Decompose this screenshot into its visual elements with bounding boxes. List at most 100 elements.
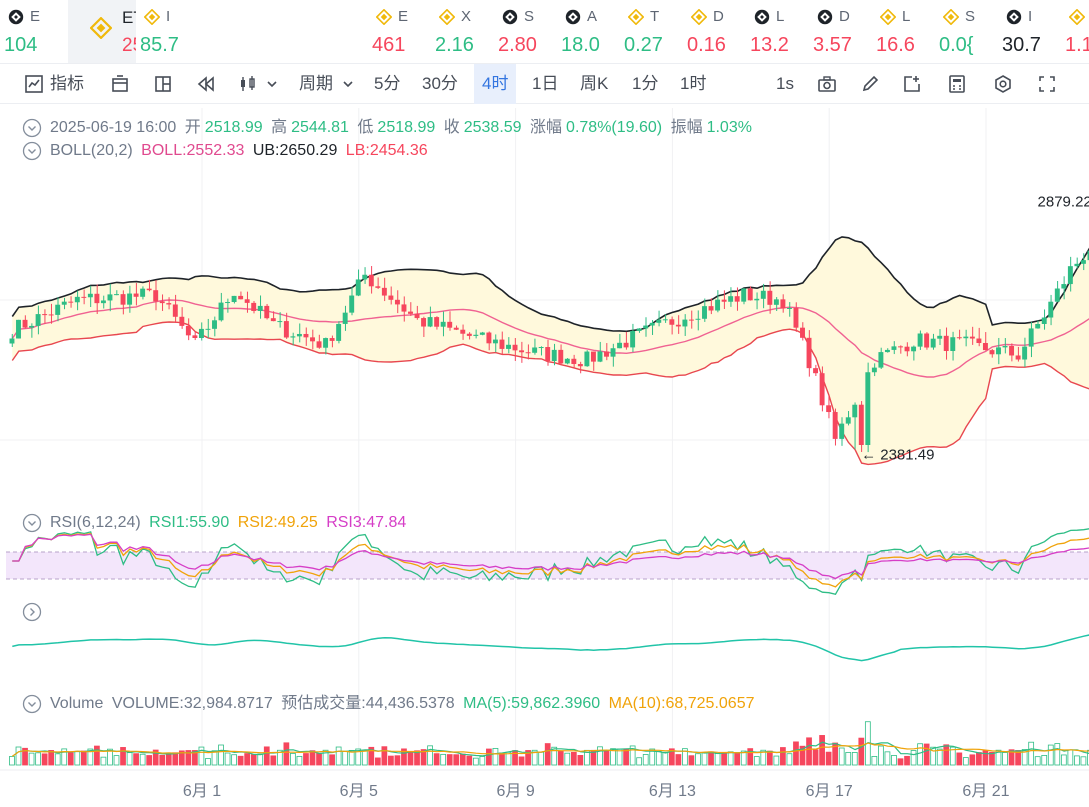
collapse-toggle-icon[interactable] — [22, 694, 42, 714]
split-layout-icon[interactable] — [153, 74, 173, 94]
candle-body — [179, 316, 185, 326]
rsi1-value: RSI1:55.90 — [149, 514, 230, 532]
coin-bnb-icon — [144, 9, 160, 25]
momentum-line — [12, 634, 1089, 662]
rsi-name[interactable]: RSI(6,12,24) — [50, 514, 141, 532]
volume-bar — [414, 750, 420, 766]
candle-body — [316, 341, 322, 348]
candle-body — [192, 335, 198, 338]
candle-body — [401, 304, 407, 312]
volume-bar — [793, 741, 799, 766]
candle-body — [127, 293, 133, 305]
interval-1d[interactable]: 1日 — [532, 74, 559, 93]
rsi2-value: RSI2:49.25 — [237, 514, 318, 532]
candle-body — [140, 288, 146, 297]
candle-body — [394, 299, 400, 305]
candle-body — [61, 301, 67, 305]
candle-body — [479, 332, 485, 335]
ticker-12[interactable]: S 0.0{ — [935, 0, 998, 63]
coin-bnb-outline-icon — [565, 9, 581, 25]
add-widget-icon[interactable] — [902, 74, 922, 94]
candle-body — [87, 293, 93, 298]
candle-body — [114, 294, 119, 296]
ticker-11[interactable]: L 16.6 — [872, 0, 935, 63]
indicator-chart-icon[interactable] — [24, 74, 44, 94]
volume-bar — [734, 752, 741, 766]
change-value: 0.78%(19.60) — [566, 119, 663, 136]
candle-body — [427, 317, 433, 327]
volume-bar — [466, 755, 473, 766]
low-label: 低 — [357, 119, 374, 136]
interval-1m[interactable]: 1分 — [632, 74, 659, 93]
candle-body — [1002, 346, 1008, 348]
ticker-7[interactable]: T 0.27 — [620, 0, 683, 63]
interval-1h[interactable]: 1时 — [680, 74, 707, 93]
period-button[interactable]: 周期 — [299, 74, 333, 93]
volume-name[interactable]: Volume — [50, 695, 104, 712]
volume-bar — [544, 743, 551, 766]
interval-4h-selected[interactable]: 4时 — [474, 64, 517, 104]
amplitude-label: 振幅 — [670, 119, 703, 136]
ticker-symbol: ETH/USDT — [122, 8, 136, 27]
collapse-toggle-icon[interactable] — [22, 513, 42, 533]
boll-name[interactable]: BOLL(20,2) — [50, 142, 133, 160]
rewind-icon[interactable] — [196, 74, 216, 94]
amplitude-value: 1.03% — [706, 119, 752, 136]
refresh-rate-button[interactable]: 1s — [776, 74, 794, 93]
candle-body — [800, 327, 805, 338]
fullscreen-icon[interactable] — [1037, 74, 1057, 94]
camera-icon[interactable] — [817, 74, 837, 94]
ticker-10[interactable]: D 3.57 — [809, 0, 872, 63]
candle-body — [22, 319, 28, 328]
ticker-price: 461 — [372, 34, 406, 56]
ticker-4[interactable]: X 2.16 — [431, 0, 494, 63]
rsi2-line — [12, 532, 1089, 588]
candle-body — [538, 347, 544, 349]
ticker-6[interactable]: A 18.0 — [557, 0, 620, 63]
candle-type-icon[interactable] — [238, 74, 258, 94]
ticker-price: 0.16 — [687, 34, 726, 56]
ticker-14[interactable]: 1.1 — [1061, 0, 1089, 63]
ticker-price: 0.27 — [624, 34, 663, 56]
volume-bar — [819, 735, 825, 766]
ticker-1[interactable]: ETH/USDT 2538.59 1.19% — [68, 0, 136, 63]
candle-body — [512, 344, 518, 351]
ticker-13[interactable]: I 30.7 — [998, 0, 1061, 63]
volume-ma10-line — [11, 742, 1089, 757]
low-value: 2518.99 — [377, 119, 436, 136]
collapse-toggle-icon[interactable] — [22, 141, 42, 161]
ticker-0[interactable]: E 104 — [0, 0, 68, 63]
volume-bar — [1034, 756, 1041, 766]
candle-body — [94, 293, 100, 304]
settings-gear-icon[interactable] — [993, 74, 1013, 94]
chevron-down-icon[interactable] — [338, 74, 358, 94]
ticker-2[interactable]: I 85.7 — [136, 0, 368, 63]
ticker-8[interactable]: D 0.16 — [683, 0, 746, 63]
interval-5m[interactable]: 5分 — [374, 74, 401, 93]
volume-bar — [15, 746, 22, 766]
volume-bar — [94, 745, 100, 766]
ticker-3[interactable]: E 461 — [368, 0, 431, 63]
expand-toggle-icon[interactable] — [22, 602, 42, 622]
collapse-toggle-icon[interactable] — [22, 118, 42, 138]
ticker-symbol: I — [1028, 8, 1033, 25]
candle-body — [146, 288, 152, 291]
pencil-icon[interactable] — [860, 74, 880, 94]
volume-bar — [1021, 749, 1028, 766]
candle-body — [780, 299, 786, 309]
ticker-9[interactable]: L 13.2 — [746, 0, 809, 63]
volume-bar — [884, 751, 891, 766]
interval-week[interactable]: 周K — [580, 74, 609, 93]
volume-bar — [995, 749, 1002, 766]
volume-ma10: MA(10):68,725.0657 — [608, 695, 755, 712]
coin-bnb-outline-icon — [502, 9, 518, 25]
ticker-5[interactable]: S 2.80 — [494, 0, 557, 63]
chevron-down-icon[interactable] — [262, 74, 282, 94]
calculator-icon[interactable] — [947, 74, 967, 94]
coin-bnb-outline-icon — [8, 9, 24, 25]
indicators-button[interactable]: 指标 — [50, 74, 84, 93]
interval-30m[interactable]: 30分 — [422, 74, 458, 93]
volume-bar — [492, 747, 499, 766]
layout-window-icon[interactable] — [110, 74, 130, 94]
